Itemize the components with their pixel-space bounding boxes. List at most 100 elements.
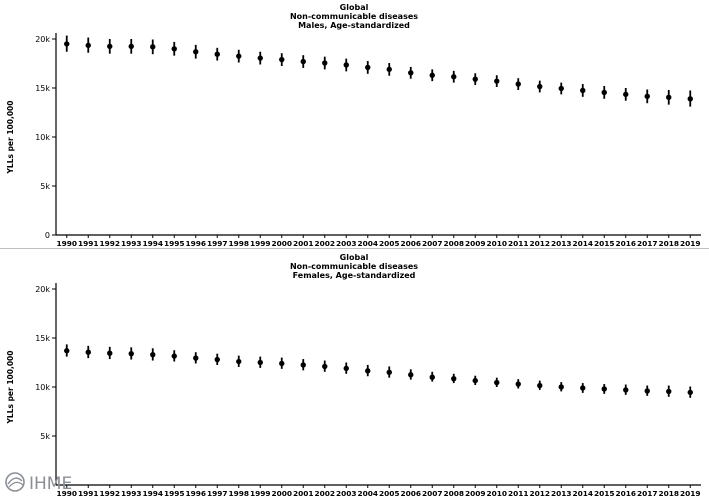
x-tick-label: 1998 bbox=[228, 489, 249, 497]
chart-title-line: Global bbox=[340, 3, 369, 12]
x-tick-label: 2011 bbox=[508, 239, 529, 247]
data-point bbox=[85, 42, 91, 49]
data-point bbox=[365, 368, 371, 374]
chart-title-line: Non-communicable diseases bbox=[290, 12, 418, 21]
females-chart-panel: Global Non-communicable diseases Females, … bbox=[0, 250, 709, 498]
data-point bbox=[193, 355, 199, 361]
data-point bbox=[150, 351, 156, 358]
x-tick-label: 1994 bbox=[142, 489, 163, 497]
x-tick-label: 2013 bbox=[551, 489, 572, 497]
y-axis-label: YLLs per 100,000 bbox=[6, 101, 15, 175]
x-tick-label: 2005 bbox=[379, 489, 400, 497]
x-tick-label: 2000 bbox=[271, 489, 292, 497]
x-tick-label: 1991 bbox=[78, 239, 99, 247]
x-tick-label: 2017 bbox=[637, 489, 658, 497]
x-tick-label: 2014 bbox=[572, 239, 593, 247]
data-point bbox=[451, 375, 457, 382]
data-point bbox=[128, 350, 134, 357]
x-tick-label: 2006 bbox=[400, 239, 421, 247]
data-point bbox=[537, 83, 543, 90]
data-point bbox=[494, 78, 500, 84]
x-tick-label: 2004 bbox=[357, 239, 378, 247]
x-tick-label: 1997 bbox=[207, 489, 228, 497]
x-tick-label: 2001 bbox=[293, 239, 314, 247]
y-tick-label: 20k bbox=[35, 285, 50, 294]
chart-title-line: Males, Age-standardized bbox=[298, 21, 410, 30]
x-tick-label: 1990 bbox=[56, 239, 77, 247]
panel-divider bbox=[0, 248, 709, 249]
data-point bbox=[236, 53, 242, 59]
x-tick-label: 2002 bbox=[314, 239, 335, 247]
x-tick-label: 2019 bbox=[680, 489, 701, 497]
data-point bbox=[537, 382, 543, 389]
y-axis-label: YLLs per 100,000 bbox=[6, 351, 15, 425]
y-tick-label: 5k bbox=[40, 182, 50, 191]
y-tick-label: 10k bbox=[35, 133, 50, 142]
data-point bbox=[107, 43, 113, 50]
data-point bbox=[343, 62, 349, 68]
data-point bbox=[214, 51, 220, 57]
x-tick-label: 2016 bbox=[615, 239, 636, 247]
x-tick-label: 2000 bbox=[271, 239, 292, 247]
data-point bbox=[300, 362, 306, 368]
x-tick-label: 1996 bbox=[185, 239, 206, 247]
x-tick-label: 2006 bbox=[400, 489, 421, 497]
data-point bbox=[300, 58, 306, 65]
data-point bbox=[279, 360, 285, 367]
x-tick-label: 2014 bbox=[572, 489, 593, 497]
y-tick-label: 20k bbox=[35, 35, 50, 44]
x-tick-label: 1990 bbox=[56, 489, 77, 497]
data-point bbox=[64, 41, 70, 47]
males-chart-panel: Global Non-communicable diseases Males, Ag… bbox=[0, 0, 709, 248]
x-tick-label: 1995 bbox=[164, 239, 185, 247]
data-point bbox=[150, 44, 156, 50]
data-point bbox=[644, 388, 650, 394]
data-point bbox=[386, 66, 392, 73]
x-tick-label: 2001 bbox=[293, 489, 314, 497]
x-tick-label: 2007 bbox=[422, 239, 443, 247]
x-tick-label: 1993 bbox=[121, 489, 142, 497]
x-tick-label: 1999 bbox=[250, 239, 271, 247]
data-point bbox=[687, 96, 693, 102]
data-point bbox=[322, 363, 328, 370]
data-point bbox=[128, 43, 134, 50]
x-tick-label: 1992 bbox=[99, 489, 120, 497]
y-tick-label: 0 bbox=[45, 231, 50, 240]
data-point bbox=[171, 46, 177, 52]
data-point bbox=[558, 85, 564, 92]
data-point bbox=[451, 74, 457, 80]
x-tick-label: 1991 bbox=[78, 489, 99, 497]
data-point bbox=[322, 60, 328, 66]
x-tick-label: 2003 bbox=[336, 239, 357, 247]
y-tick-label: 15k bbox=[35, 334, 50, 343]
data-point bbox=[472, 377, 478, 384]
data-point bbox=[85, 349, 91, 355]
data-point bbox=[107, 350, 113, 356]
data-point bbox=[666, 94, 672, 101]
data-point bbox=[644, 93, 650, 100]
data-point bbox=[494, 379, 500, 386]
x-tick-label: 2017 bbox=[637, 239, 658, 247]
x-tick-label: 2009 bbox=[465, 489, 486, 497]
x-tick-label: 2015 bbox=[594, 239, 615, 247]
data-point bbox=[408, 70, 414, 76]
y-tick-label: 5k bbox=[40, 432, 50, 441]
x-tick-label: 1999 bbox=[250, 489, 271, 497]
data-point bbox=[687, 389, 693, 396]
data-point bbox=[257, 55, 263, 61]
x-tick-label: 2010 bbox=[486, 489, 507, 497]
x-tick-label: 2019 bbox=[680, 239, 701, 247]
data-point bbox=[193, 49, 199, 55]
data-point bbox=[429, 72, 435, 78]
data-point bbox=[601, 89, 607, 96]
data-point bbox=[580, 87, 586, 94]
x-tick-label: 1995 bbox=[164, 489, 185, 497]
data-point bbox=[64, 348, 70, 354]
x-tick-label: 2003 bbox=[336, 489, 357, 497]
y-tick-label: 15k bbox=[35, 84, 50, 93]
logo-text: IHME bbox=[29, 474, 72, 494]
x-tick-label: 2012 bbox=[529, 239, 550, 247]
data-point bbox=[236, 358, 242, 365]
